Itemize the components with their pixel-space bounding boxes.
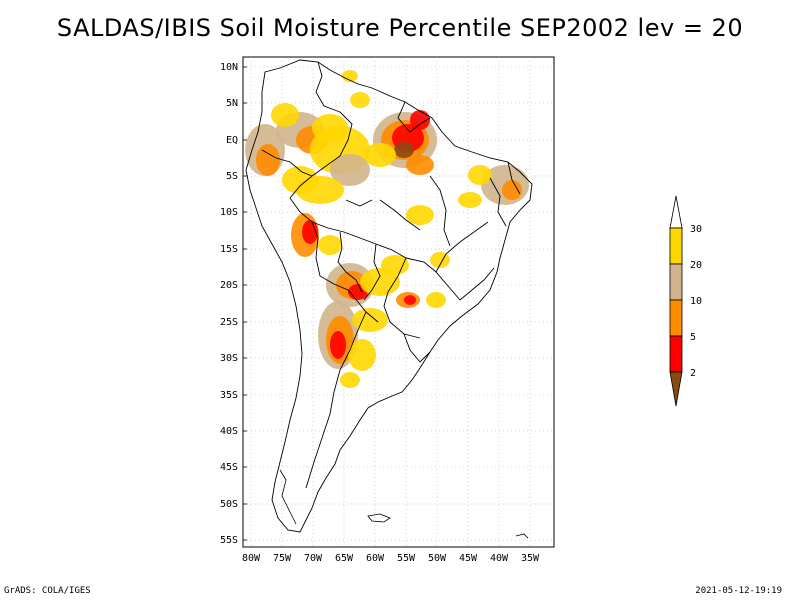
- legend-top-arrow: [669, 195, 683, 229]
- lat-label: 20S: [220, 280, 238, 291]
- lat-label: 5N: [226, 98, 238, 109]
- lon-label: 60W: [366, 553, 385, 564]
- lon-label: 70W: [304, 553, 323, 564]
- lat-label: 50S: [220, 499, 238, 510]
- lat-label: 10N: [220, 62, 238, 73]
- legend-label: 10: [690, 296, 702, 307]
- lon-label: 40W: [490, 553, 509, 564]
- lat-label: 45S: [220, 462, 238, 473]
- lat-label: 30S: [220, 353, 238, 364]
- legend-label: 30: [690, 224, 702, 235]
- lon-label: 55W: [397, 553, 416, 564]
- lat-label: 55S: [220, 535, 238, 546]
- lat-label: 40S: [220, 426, 238, 437]
- lon-label: 80W: [242, 553, 261, 564]
- legend-swatch: [669, 263, 683, 301]
- lat-label: 15S: [220, 244, 238, 255]
- longitude-labels: 80W 75W 70W 65W 60W 55W 50W 45W 40W 35W: [242, 553, 540, 564]
- legend-label: 5: [690, 332, 696, 343]
- legend-swatch: [669, 299, 683, 337]
- lon-label: 65W: [335, 553, 354, 564]
- lon-label: 45W: [459, 553, 478, 564]
- color-legend: 30 20 10 5 2: [669, 195, 702, 407]
- south-america-outline: [245, 59, 533, 533]
- latitude-labels: 10N 5N EQ 5S 10S 15S 20S 25S 30S 35S 40S 45S 50S 55S: [220, 62, 247, 546]
- lat-label: EQ: [226, 135, 238, 146]
- legend-bottom-arrow: [669, 371, 683, 407]
- lat-label: 5S: [226, 171, 238, 182]
- island-shapes: [279, 469, 529, 539]
- legend-label: 2: [690, 368, 696, 379]
- soil-moisture-field: [245, 70, 529, 388]
- lon-label: 75W: [273, 553, 292, 564]
- footer-timestamp: 2021-05-12-19:19: [695, 586, 782, 596]
- map-title: SALDAS/IBIS Soil Moisture Percentile SEP…: [56, 14, 744, 42]
- lat-label: 10S: [220, 207, 238, 218]
- footer-credit: GrADS: COLA/IGES: [4, 586, 91, 596]
- lon-label: 35W: [521, 553, 540, 564]
- legend-label: 20: [690, 260, 702, 271]
- lon-label: 50W: [428, 553, 447, 564]
- legend-swatch: [669, 335, 683, 373]
- map-frame: [242, 56, 555, 548]
- lat-label: 25S: [220, 317, 238, 328]
- legend-swatch: [669, 227, 683, 265]
- lat-label: 35S: [220, 390, 238, 401]
